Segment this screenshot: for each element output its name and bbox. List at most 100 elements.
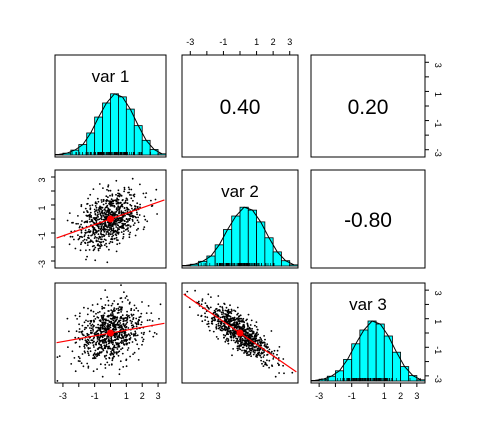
- scatter-point: [261, 342, 264, 344]
- scatter-point: [255, 321, 258, 323]
- scatter-point: [124, 297, 127, 299]
- scatter-point: [81, 226, 84, 229]
- scatter-point: [98, 338, 100, 341]
- scatter-point: [122, 211, 125, 214]
- left-axis-label: -1: [37, 232, 47, 240]
- scatter-point: [215, 313, 217, 316]
- scatter-point: [95, 326, 97, 329]
- scatter-point: [134, 234, 137, 237]
- scatter-point: [120, 231, 123, 234]
- scatter-point: [70, 230, 73, 233]
- scatter-point: [124, 229, 127, 231]
- scatter-point: [142, 228, 145, 231]
- scatter-point: [120, 194, 122, 197]
- scatter-point: [97, 323, 99, 326]
- scatter-point: [98, 209, 100, 212]
- scatter-point: [143, 226, 146, 229]
- scatter-point: [137, 318, 140, 321]
- scatter-point: [116, 222, 118, 225]
- scatter-point: [111, 233, 114, 235]
- scatter-point: [84, 351, 86, 354]
- scatter-point: [86, 244, 89, 247]
- scatter-point: [111, 349, 113, 351]
- scatter-point: [243, 352, 245, 354]
- scatter-point: [155, 333, 158, 335]
- scatter-point: [104, 321, 107, 324]
- scatter-point: [115, 234, 118, 237]
- bottom-axis-label: 2: [398, 391, 403, 401]
- scatter-point: [256, 331, 258, 334]
- scatter-point: [122, 320, 125, 323]
- scatter-point: [230, 339, 233, 342]
- scatter-point: [114, 309, 116, 312]
- scatter-point: [241, 328, 244, 330]
- scatter-point: [243, 349, 246, 352]
- scatter-point: [111, 204, 114, 207]
- scatter-point: [150, 199, 152, 202]
- scatter-point: [257, 342, 259, 345]
- scatter-point: [74, 336, 77, 339]
- scatter-point: [138, 214, 141, 216]
- scatter-point: [123, 334, 126, 337]
- scatter-point: [239, 343, 242, 345]
- scatter-point: [204, 319, 207, 321]
- scatter-point: [77, 355, 80, 358]
- scatter-point: [114, 315, 116, 318]
- bottom-axis-label: 1: [382, 391, 387, 401]
- scatter-point: [223, 336, 226, 339]
- scatter-point: [105, 231, 108, 233]
- scatter-point: [101, 209, 104, 212]
- scatter-point: [111, 343, 114, 346]
- scatter-point: [145, 312, 148, 314]
- scatter-point: [116, 336, 119, 339]
- scatter-point: [121, 352, 124, 355]
- scatter-point: [219, 325, 222, 327]
- scatter-point: [124, 333, 126, 336]
- scatter-point: [83, 306, 85, 309]
- scatter-point: [224, 318, 227, 321]
- scatter-point: [117, 326, 120, 329]
- scatter-point: [254, 349, 257, 352]
- scatter-point: [99, 213, 102, 216]
- scatter-point: [66, 317, 69, 320]
- right-axis-label: -3: [433, 375, 443, 383]
- scatter-point: [113, 205, 116, 208]
- scatter-point: [126, 321, 129, 324]
- scatter-point: [223, 322, 225, 325]
- scatter-point: [118, 207, 121, 210]
- scatter-point: [130, 188, 133, 191]
- scatter-point: [117, 307, 120, 310]
- scatter-point: [264, 338, 266, 341]
- scatter-point: [144, 218, 147, 221]
- scatter-point: [122, 366, 125, 368]
- scatter-point: [236, 337, 239, 340]
- scatter-point: [122, 224, 125, 227]
- scatter-point: [100, 314, 103, 317]
- scatter-point: [140, 323, 143, 326]
- scatter-point: [207, 325, 210, 328]
- scatter-point: [217, 324, 220, 327]
- scatter-point: [147, 305, 150, 307]
- scatter-point: [226, 330, 229, 333]
- scatter-point: [93, 357, 96, 360]
- scatter-point: [250, 355, 253, 358]
- scatter-point: [227, 333, 230, 336]
- scatter-point: [255, 337, 258, 340]
- scatter-point: [116, 199, 118, 202]
- scatter-point: [122, 341, 124, 344]
- scatter-point: [259, 348, 262, 351]
- scatter-point: [250, 349, 252, 352]
- scatter-point: [242, 323, 245, 326]
- scatter-point: [89, 230, 92, 233]
- scatter-point: [93, 336, 95, 339]
- scatter-point: [90, 327, 93, 330]
- scatter-point: [116, 323, 119, 325]
- scatter-point: [219, 305, 222, 308]
- scatter-point: [122, 199, 124, 201]
- scatter-point: [92, 226, 95, 229]
- scatter-point: [96, 214, 99, 217]
- scatter-point: [119, 193, 121, 196]
- scatter-point: [88, 218, 91, 221]
- scatter-point: [117, 224, 120, 227]
- scatter-point: [91, 220, 94, 223]
